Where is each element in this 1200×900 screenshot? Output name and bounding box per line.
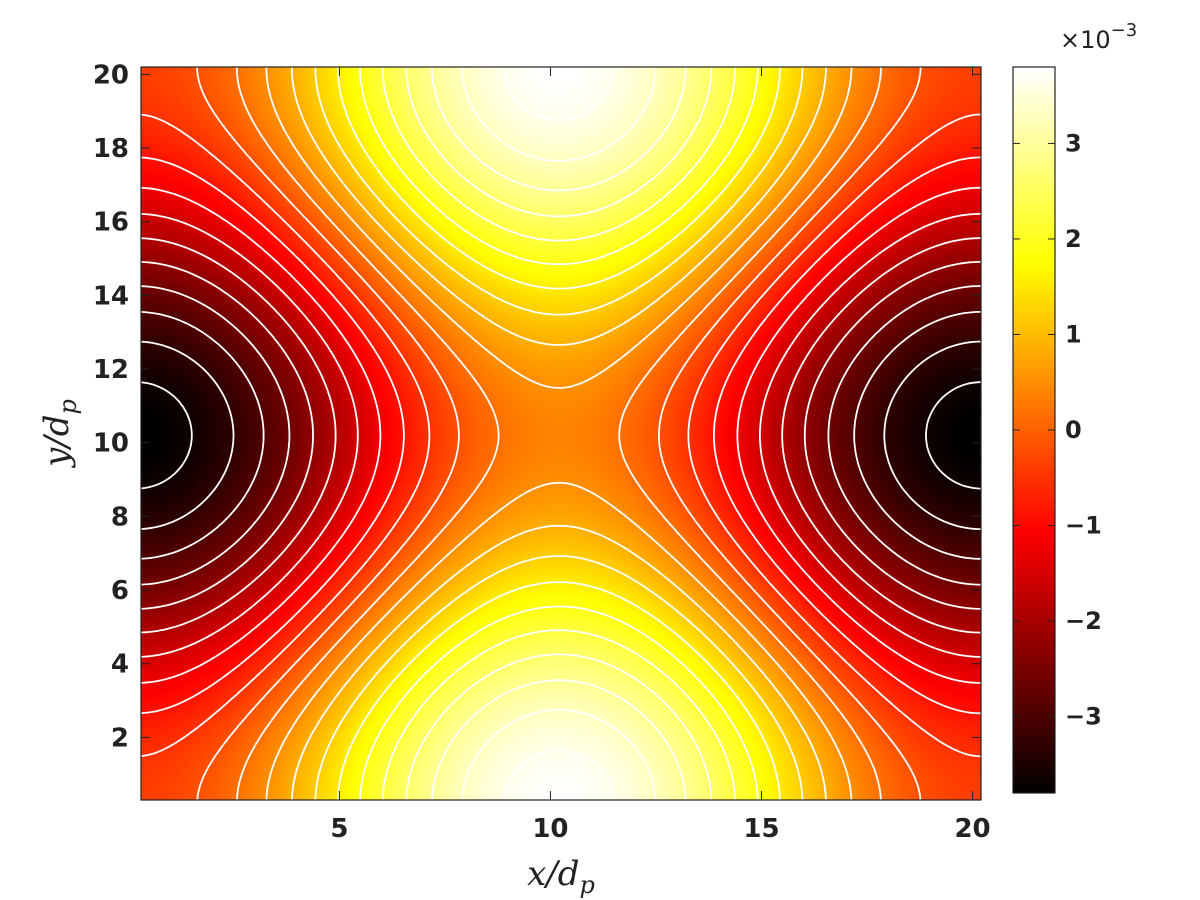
contour-line [196,67,922,800]
y-tick-label: 18 [93,134,129,164]
contour-line [431,67,687,800]
contour-line [235,67,882,800]
contour-line [359,67,759,800]
contour-line [405,67,713,800]
y-tick-label: 10 [93,429,129,459]
x-axis-label: x/dp [527,854,595,899]
y-tick-label: 16 [93,208,129,238]
contour-line [502,67,615,800]
contour-line [141,381,981,490]
contour-line [141,311,981,560]
contour-line [314,67,804,800]
contour-line [461,67,657,800]
y-tick-label: 12 [93,355,129,385]
contour-line [141,340,981,530]
plot-frame [140,66,982,801]
colorbar-exponent-label: ×10−3 [1060,20,1137,54]
y-tick-label: 14 [93,281,129,311]
y-tick-label: 8 [111,502,129,532]
colorbar-tick-label: 3 [1065,129,1082,157]
contour-line [141,237,981,634]
contour-line [265,67,853,800]
y-tick-label: 2 [111,723,129,753]
contour-line [141,260,981,610]
colorbar-tick-label: −1 [1065,512,1102,540]
colorbar-tick-label: −2 [1065,607,1102,635]
colorbar-tick-label: 1 [1065,320,1082,348]
contour-lines [141,67,981,800]
x-tick-label: 20 [954,814,990,844]
colorbar-tick-label: −3 [1065,703,1102,731]
x-tick-label: 15 [743,814,779,844]
y-axis-label: y/dp [37,399,82,469]
contour-line [290,67,827,800]
x-tick-label: 10 [532,814,568,844]
y-tick-label: 6 [111,576,129,606]
contour-line [141,186,981,684]
y-axis-ticks: 2 4 6 8 10 12 14 16 18 20 [93,60,981,753]
colorbar-tick-label: 2 [1065,225,1082,253]
contour-line [141,156,981,715]
x-tick-label: 5 [330,814,348,844]
colorbar-ticks: −3 −2 −1 0 1 2 3 [1013,129,1102,731]
y-tick-label: 4 [111,650,129,680]
x-axis-ticks: 5 10 15 20 [330,67,991,844]
contour-line [141,285,981,586]
contour-line [141,212,981,658]
contour-line [381,67,736,800]
y-tick-label: 20 [93,60,129,90]
colorbar-tick-label: 0 [1065,416,1082,444]
contour-line [336,67,781,800]
